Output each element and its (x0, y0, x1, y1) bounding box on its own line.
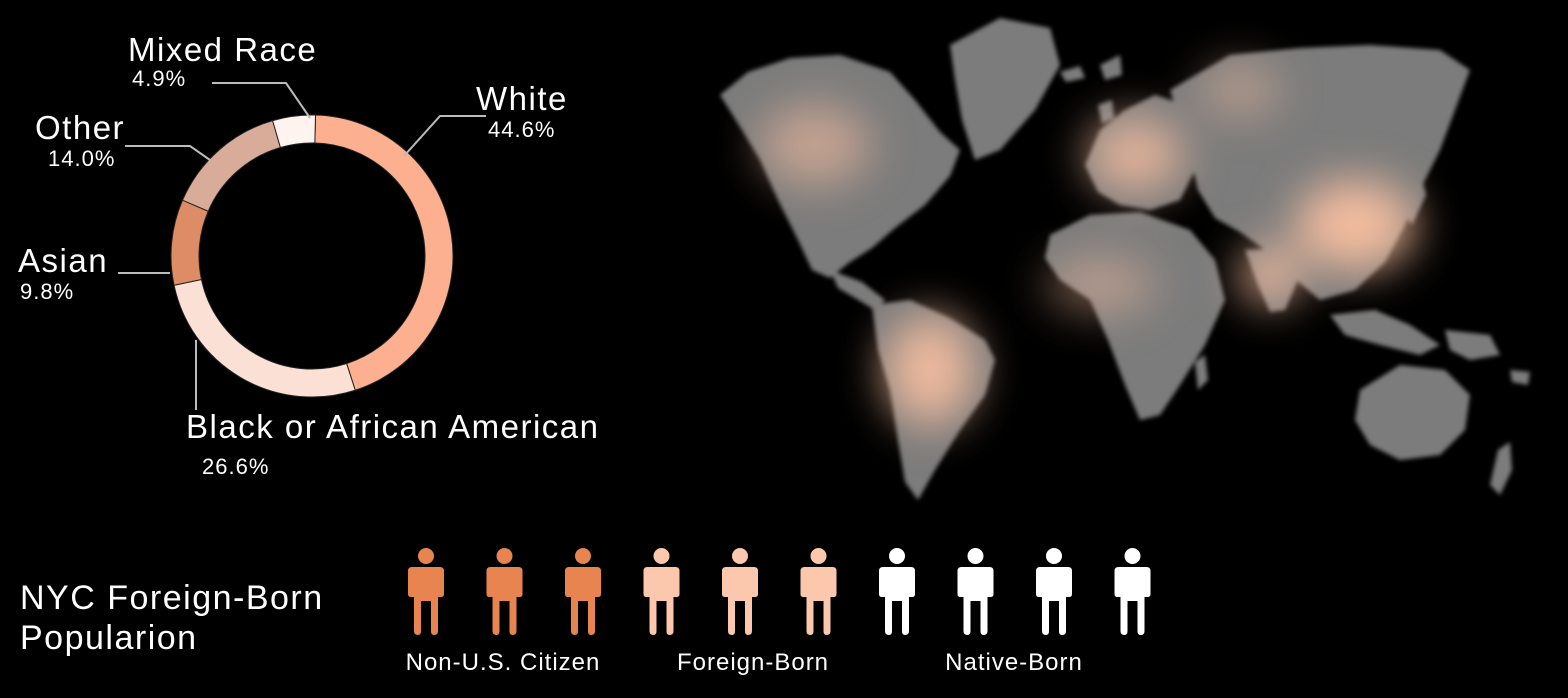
pictogram-title-line-2: Popularion (20, 619, 198, 657)
person-icon (800, 548, 837, 635)
hotspot-south-asia (1240, 247, 1300, 303)
person-icon (879, 548, 915, 635)
slice-label-mixed-race: Mixed Race (128, 31, 317, 68)
donut-slice-asian (170, 199, 209, 286)
slice-value-white: 44.6% (488, 117, 555, 142)
group-label-foreign-born: Foreign-Born (677, 649, 829, 676)
ethnicity-donut-chart (170, 114, 454, 398)
pictogram-title-line-1: NYC Foreign-Born (20, 579, 324, 617)
slice-value-asian: 9.8% (20, 279, 74, 304)
slice-label-white: White (476, 80, 568, 117)
hotspot-south-america (885, 315, 975, 425)
slice-label-other: Other (35, 109, 125, 146)
slice-value-other: 14.0% (48, 146, 115, 171)
slice-value-mixed-race: 4.9% (132, 66, 186, 91)
person-icon (722, 548, 758, 635)
person-icon (1114, 548, 1151, 635)
leader-line-white (403, 115, 486, 157)
group-label-native-born: Native-Born (945, 649, 1083, 676)
group-label-non-citizen: Non-U.S. Citizen (406, 649, 601, 676)
person-icon (408, 548, 444, 635)
donut-slice-other (181, 119, 282, 212)
pictogram-title: NYC Foreign-Born Popularion (20, 578, 324, 658)
person-icon (565, 548, 601, 635)
donut-slice-black-or-african-american (173, 278, 356, 398)
person-icon (486, 548, 523, 635)
slice-label-asian: Asian (18, 242, 108, 279)
person-icon (1036, 548, 1072, 635)
donut-slice-mixed-race (271, 114, 317, 149)
hotspot-east-asia (1295, 180, 1415, 270)
person-icon (957, 548, 994, 635)
hotspot-russia (1200, 65, 1280, 115)
foreign-born-pictogram (408, 548, 1151, 635)
slice-label-black: Black or African American (186, 408, 600, 445)
hotspot-europe (1087, 117, 1183, 193)
donut-slice-white (314, 114, 454, 391)
slice-value-black: 26.6% (202, 454, 269, 479)
person-icon (643, 548, 680, 635)
hotspot-north-america (760, 105, 870, 185)
world-map (720, 18, 1530, 500)
leader-line-mixed-race (212, 82, 311, 119)
hotspot-north-africa (1045, 257, 1155, 313)
leader-line-other (125, 145, 211, 161)
pictogram-title-text: NYC Foreign-Born Popularion (20, 578, 324, 658)
donut-leader-lines (118, 82, 486, 410)
map-hotspots (760, 65, 1415, 425)
